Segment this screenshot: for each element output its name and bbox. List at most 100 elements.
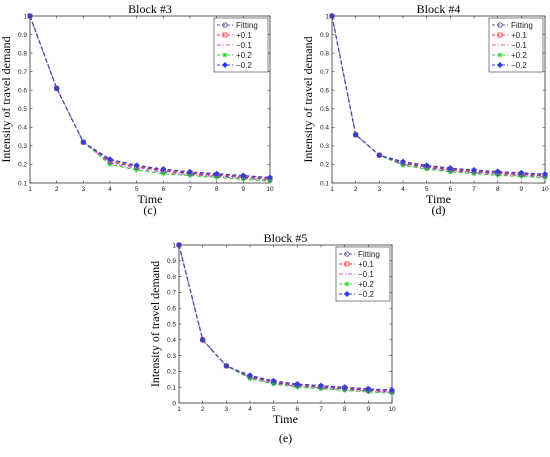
y-tick-label: 0.1 (167, 385, 176, 392)
legend-marker (222, 22, 228, 28)
data-point (160, 171, 166, 177)
x-tick-label: 5 (135, 186, 139, 193)
legend-label: +0.1 (236, 31, 252, 40)
y-tick-label: 1 (23, 13, 27, 20)
x-tick-label: 6 (449, 186, 453, 193)
y-tick-label: 0.1 (320, 180, 329, 187)
series-line (178, 244, 393, 394)
y-axis-label: Intensity of travel demand (0, 36, 13, 162)
data-point (107, 161, 113, 167)
data-point (341, 384, 348, 391)
data-point (134, 164, 140, 170)
legend-label: +0.2 (358, 280, 374, 289)
panel-caption: (c) (143, 203, 156, 217)
y-tick-label: 0.7 (18, 69, 27, 76)
x-tick-label: 5 (425, 186, 429, 193)
y-tick-label: 0.6 (320, 88, 329, 95)
data-point (247, 374, 253, 380)
data-point (424, 164, 430, 170)
y-tick-label: 0.2 (167, 369, 176, 376)
data-point (365, 387, 371, 393)
x-tick-label: 10 (266, 186, 274, 193)
series-line (178, 244, 393, 393)
data-point (518, 172, 524, 178)
x-tick-label: 1 (28, 186, 32, 193)
data-point (80, 139, 86, 145)
series-1 (176, 242, 395, 395)
data-point (389, 390, 395, 396)
y-tick-label: 0.9 (18, 32, 27, 39)
data-point (176, 242, 182, 248)
y-tick-label: 0.7 (167, 290, 176, 297)
x-tick-label: 3 (378, 186, 382, 193)
data-point (318, 386, 324, 392)
series-line (331, 15, 546, 177)
series-3 (178, 244, 393, 393)
chart-title: Block #3 (128, 2, 172, 16)
data-point (240, 174, 246, 181)
data-point (294, 383, 300, 389)
y-tick-label: 0.6 (18, 88, 27, 95)
x-tick-label: 10 (388, 406, 396, 413)
data-point (223, 363, 229, 369)
data-point (318, 384, 324, 390)
legend-label: +0.1 (358, 260, 374, 269)
data-point (134, 167, 140, 173)
y-tick-label: 0.6 (167, 306, 176, 313)
panel-caption: (e) (279, 431, 292, 445)
data-point (329, 13, 335, 19)
legend-marker (344, 251, 350, 257)
data-point (542, 173, 548, 179)
x-axis-label: Time (426, 192, 451, 206)
y-tick-label: 1 (325, 13, 329, 20)
y-tick-label: 0.4 (167, 337, 176, 344)
x-tick-label: 3 (225, 406, 229, 413)
legend-label: +0.2 (511, 51, 527, 60)
x-tick-label: 1 (330, 186, 334, 193)
data-point (54, 85, 60, 91)
data-point (389, 389, 395, 395)
y-tick-label: 0.2 (320, 162, 329, 169)
y-tick-label: 0.2 (18, 162, 27, 169)
chart-title: Block #4 (417, 2, 461, 16)
data-point (294, 384, 300, 390)
data-point (214, 172, 220, 179)
x-tick-label: 4 (108, 186, 112, 193)
series-1 (329, 13, 548, 179)
y-tick-label: 0.8 (320, 50, 329, 57)
legend-label: −0.1 (511, 41, 527, 50)
y-tick-label: 0.5 (18, 106, 27, 113)
data-point (495, 170, 501, 176)
y-tick-label: 0.4 (320, 125, 329, 132)
x-tick-label: 7 (188, 186, 192, 193)
data-point (247, 376, 253, 382)
legend-marker (496, 61, 504, 69)
data-point (365, 389, 371, 395)
x-axis-label: Time (273, 412, 298, 426)
x-tick-label: 4 (401, 186, 405, 193)
legend-marker (497, 52, 503, 58)
data-point (342, 387, 348, 393)
legend-marker (343, 290, 351, 298)
x-tick-label: 2 (201, 406, 205, 413)
x-tick-label: 8 (343, 406, 347, 413)
data-point (271, 379, 277, 386)
legend-label: −0.1 (358, 270, 374, 279)
x-tick-label: 10 (541, 186, 549, 193)
x-tick-label: 9 (242, 186, 246, 193)
data-point (107, 159, 113, 165)
data-point (400, 160, 406, 167)
y-tick-label: 0.3 (320, 143, 329, 150)
chart-panel-2: 1 2 3 4 5 6 7 8 9 10 0.1 0.2 0.3 0.4 0.5 0.6 0.7 0.8 0.9 1 B… (301, 2, 549, 217)
y-tick-label: 0.3 (167, 353, 176, 360)
y-tick-label: 0.8 (18, 50, 27, 57)
data-point (376, 152, 382, 158)
x-tick-label: 2 (55, 186, 59, 193)
data-point (271, 381, 277, 387)
x-tick-label: 6 (162, 186, 166, 193)
y-tick-label: 0 (172, 400, 176, 407)
x-tick-label: 5 (272, 406, 276, 413)
y-tick-label: 0.1 (18, 180, 27, 187)
data-point (187, 171, 193, 177)
data-point (471, 169, 477, 175)
